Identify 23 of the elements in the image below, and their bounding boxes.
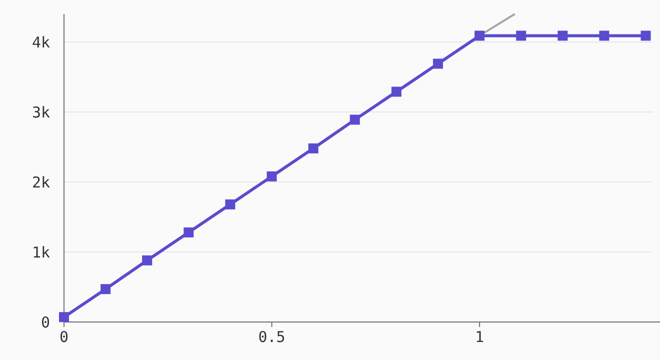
point	[142, 255, 152, 266]
y-tick-label: 3k	[32, 103, 50, 122]
point	[59, 312, 69, 322]
point	[474, 30, 485, 41]
point	[599, 30, 610, 41]
y-tick-label: 2k	[32, 173, 50, 192]
point	[350, 114, 360, 125]
point	[558, 30, 568, 41]
x-tick-label: 1	[475, 328, 484, 346]
point	[184, 227, 194, 238]
y-tick-label: 4k	[32, 33, 50, 52]
point	[640, 30, 651, 41]
y-tick-label: 1k	[32, 243, 50, 262]
point	[100, 284, 111, 294]
point	[391, 86, 402, 97]
point	[432, 58, 443, 69]
point	[516, 30, 526, 41]
point	[225, 199, 236, 210]
point	[266, 171, 277, 182]
x-tick-label: 0	[59, 328, 69, 346]
x-tick-label: 0.5	[258, 328, 286, 346]
point	[308, 143, 318, 154]
y-tick-label: 0	[40, 313, 50, 332]
